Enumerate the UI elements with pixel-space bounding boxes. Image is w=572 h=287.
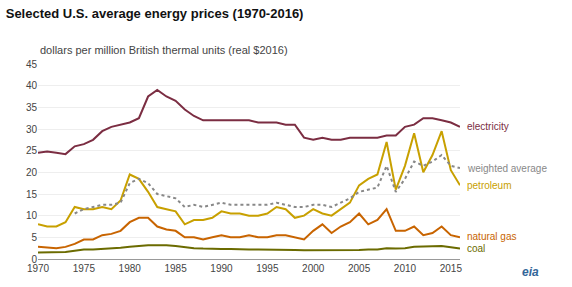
svg-text:1990: 1990 — [210, 263, 233, 274]
svg-text:1985: 1985 — [164, 263, 187, 274]
svg-text:eia: eia — [522, 265, 539, 279]
svg-text:10: 10 — [26, 210, 38, 221]
svg-text:25: 25 — [26, 145, 38, 156]
svg-text:electricity: electricity — [467, 121, 509, 132]
svg-text:30: 30 — [26, 124, 38, 135]
svg-text:weighted average: weighted average — [467, 163, 547, 174]
svg-text:natural gas: natural gas — [467, 231, 516, 242]
svg-text:15: 15 — [26, 189, 38, 200]
svg-text:2015: 2015 — [440, 263, 463, 274]
svg-text:2000: 2000 — [302, 263, 325, 274]
svg-text:2005: 2005 — [348, 263, 371, 274]
svg-text:35: 35 — [26, 102, 38, 113]
svg-text:40: 40 — [26, 80, 38, 91]
svg-text:1980: 1980 — [119, 263, 142, 274]
svg-text:1970: 1970 — [27, 263, 50, 274]
svg-text:0: 0 — [31, 254, 37, 265]
svg-text:petroleum: petroleum — [467, 180, 511, 191]
svg-text:5: 5 — [31, 232, 37, 243]
svg-text:dollars per million British th: dollars per million British thermal unit… — [40, 44, 288, 56]
svg-text:1975: 1975 — [73, 263, 96, 274]
svg-text:coal: coal — [467, 243, 485, 254]
svg-text:Selected U.S. average energy p: Selected U.S. average energy prices (197… — [6, 6, 304, 21]
svg-text:20: 20 — [26, 167, 38, 178]
svg-text:1995: 1995 — [256, 263, 279, 274]
svg-text:45: 45 — [26, 59, 38, 70]
svg-text:2010: 2010 — [394, 263, 417, 274]
